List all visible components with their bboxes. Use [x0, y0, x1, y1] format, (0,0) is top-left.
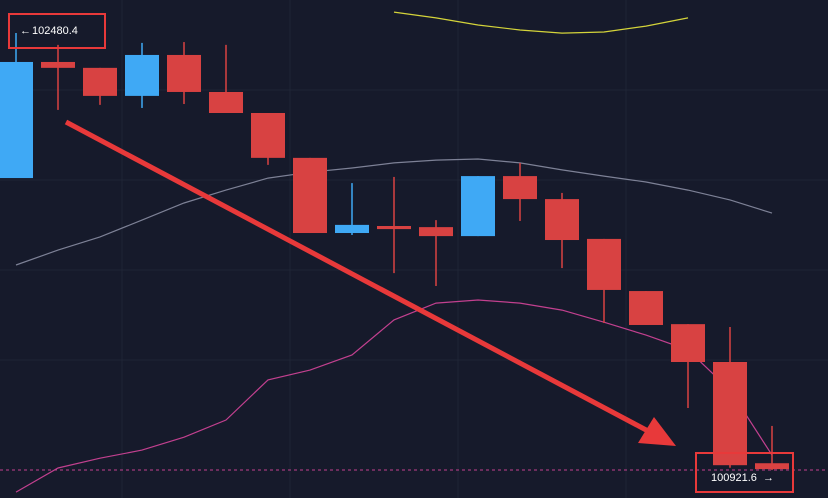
candles — [0, 32, 789, 471]
indicator-line — [15, 158, 773, 266]
candle-body — [671, 324, 705, 363]
candle-body — [461, 176, 495, 237]
indicator-line — [15, 299, 773, 493]
candle-body — [125, 54, 159, 96]
highlight-box — [8, 13, 106, 49]
high-label: 102480.4 — [32, 25, 78, 37]
candle-body — [629, 291, 663, 325]
indicator-lines — [15, 11, 773, 493]
candle-body — [293, 157, 327, 234]
highlight-box — [695, 452, 794, 493]
candle-body — [209, 91, 243, 114]
candle-body — [41, 61, 75, 68]
candle-body — [83, 67, 117, 96]
candle-body — [587, 238, 621, 290]
indicator-line — [393, 11, 689, 34]
candle-body — [0, 61, 33, 179]
candle-body — [167, 54, 201, 92]
trend-arrow — [64, 119, 676, 446]
arrow-glyph: → — [763, 472, 774, 484]
candle-body — [419, 227, 453, 237]
candle-body — [335, 224, 369, 234]
candle-body — [377, 226, 411, 230]
candle-body — [755, 463, 789, 470]
candle-body — [251, 113, 285, 158]
arrow-glyph: ← — [20, 25, 31, 37]
candle-body — [545, 199, 579, 241]
candle-body — [713, 362, 747, 466]
low-label: 100921.6 — [711, 472, 757, 484]
candle-body — [503, 176, 537, 200]
